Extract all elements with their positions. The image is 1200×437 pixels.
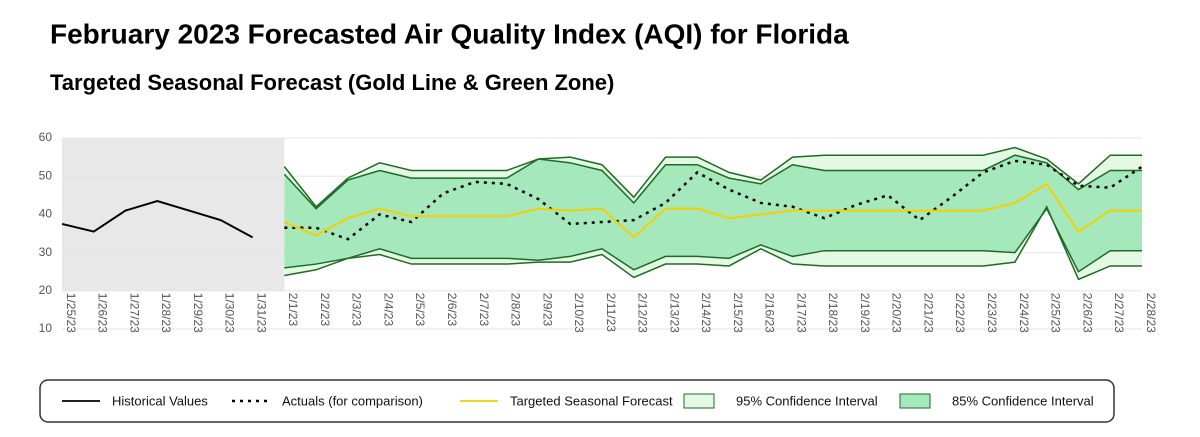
x-tick-label: 2/22/23 [953,293,967,333]
x-tick-label: 1/25/23 [64,293,78,333]
x-tick-label: 2/10/23 [572,293,586,333]
x-tick-label: 2/11/23 [604,293,618,332]
x-tick-label: 2/2/23 [318,293,332,327]
line-series [61,199,254,239]
legend-label: Historical Values [112,393,208,408]
x-tick-label: 2/4/23 [381,293,395,327]
x-tick-label: 2/14/23 [699,293,713,333]
y-tick-label: 30 [39,245,53,259]
x-tick-label: 2/3/23 [350,293,364,327]
x-tick-label: 2/13/23 [667,293,681,333]
x-tick-label: 1/27/23 [127,293,141,333]
legend-label: Targeted Seasonal Forecast [510,393,673,408]
x-tick-label: 2/18/23 [826,293,840,333]
x-tick-label: 2/21/23 [921,293,935,333]
x-tick-label: 2/25/23 [1049,293,1063,333]
x-tick-label: 2/19/23 [858,293,872,333]
legend-label: 85% Confidence Interval [952,393,1094,408]
x-tick-label: 2/12/23 [636,293,650,333]
x-tick-label: 1/29/23 [191,293,205,333]
x-tick-label: 1/30/23 [223,293,237,333]
x-tick-label: 2/6/23 [445,293,459,327]
x-tick-label: 2/20/23 [890,293,904,333]
x-tick-label: 1/28/23 [159,293,173,333]
band-edge [283,146,1142,208]
line-series [283,182,1142,239]
band-edge [284,207,1142,273]
x-tick-label: 2/16/23 [763,293,777,333]
x-tick-label: 2/7/23 [477,293,491,327]
x-tick-label: 2/28/23 [1144,293,1158,333]
x-tick-label: 2/15/23 [731,293,745,333]
legend-swatch [683,393,715,409]
x-tick-label: 2/5/23 [413,293,427,327]
x-tick-label: 2/27/23 [1112,293,1126,333]
x-tick-label: 2/24/23 [1017,293,1031,333]
x-tick-label: 2/23/23 [985,293,999,333]
x-tick-label: 2/26/23 [1080,293,1094,333]
x-tick-label: 2/1/23 [286,293,300,327]
legend-box [39,379,1115,423]
y-tick-label: 60 [39,130,53,144]
legend-swatch [899,393,931,409]
chart-subtitle: Targeted Seasonal Forecast (Gold Line & … [50,70,614,95]
x-tick-label: 2/17/23 [794,293,808,333]
y-tick-label: 50 [39,168,53,182]
band-edge [283,154,1142,210]
y-tick-label: 40 [39,207,53,221]
y-tick-label: 20 [39,283,53,297]
x-tick-label: 1/31/23 [254,293,268,333]
band-edge [284,205,1142,281]
x-tick-label: 1/26/23 [96,293,110,333]
legend-label: 95% Confidence Interval [736,393,878,408]
legend-label: Actuals (for comparison) [282,393,423,408]
chart-title: February 2023 Forecasted Air Quality Ind… [50,18,849,49]
x-tick-label: 2/8/23 [509,293,523,327]
y-tick-label: 10 [39,321,53,335]
x-tick-label: 2/9/23 [540,293,554,327]
